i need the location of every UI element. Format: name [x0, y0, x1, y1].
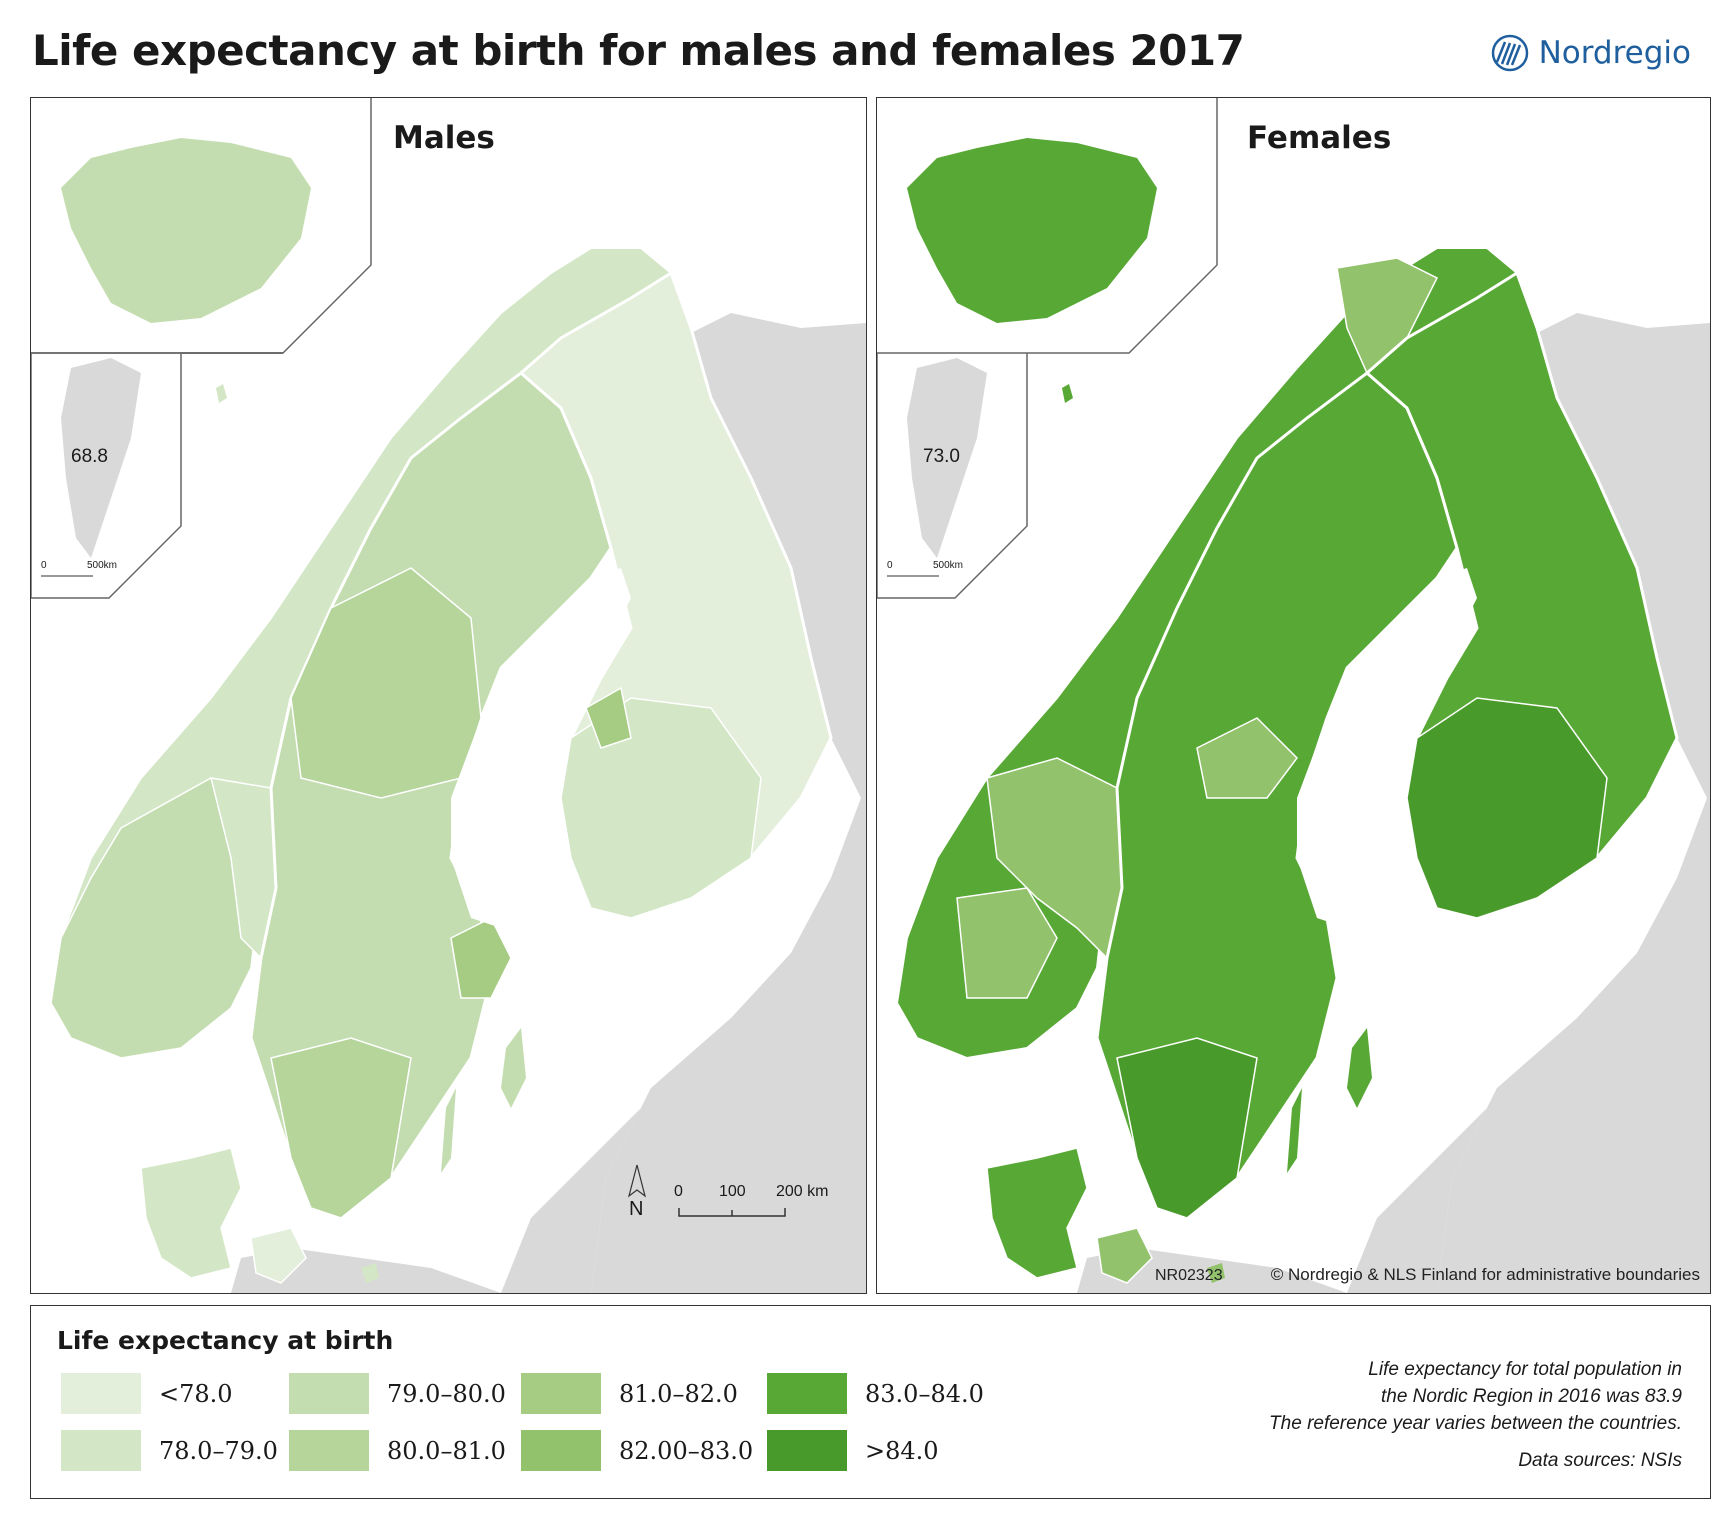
- legend-label: 81.0–82.0: [619, 1379, 738, 1408]
- denmark-jutland: [986, 1147, 1088, 1279]
- greenland-shape: [907, 358, 987, 558]
- greenland-inset-frame: [877, 353, 1028, 599]
- map-credit: © Nordregio & NLS Finland for administra…: [1270, 1265, 1700, 1284]
- russia-land: [1437, 313, 1710, 1293]
- legend-title: Life expectancy at birth: [57, 1326, 394, 1355]
- greenland-females-value: 73.0: [923, 446, 960, 467]
- finland-south-region: [1406, 697, 1608, 919]
- legend-label: >84.0: [865, 1436, 939, 1465]
- jamtland-region: [1196, 717, 1298, 799]
- baltic-land: [1347, 1088, 1517, 1293]
- legend-item-78-79: 78.0–79.0: [61, 1430, 278, 1471]
- finland-south-region: [560, 697, 762, 919]
- sweden-south-region: [270, 1037, 412, 1219]
- greenland-inset-frame: [31, 353, 182, 599]
- legend-item-81-82: 81.0–82.0: [521, 1373, 738, 1414]
- note-line-3: The reference year varies between the co…: [1269, 1413, 1682, 1434]
- nordregio-logo-icon: [1491, 34, 1528, 72]
- legend-swatch: [767, 1430, 847, 1471]
- greenland-scale-zero: 0: [887, 560, 893, 571]
- legend-label: 78.0–79.0: [159, 1436, 278, 1465]
- gotland-island: [1347, 1028, 1372, 1108]
- faroe-islands: [216, 384, 227, 403]
- gotland-island: [501, 1028, 526, 1108]
- legend-label: 80.0–81.0: [387, 1436, 506, 1465]
- sweden-south-region: [1116, 1037, 1258, 1219]
- faroe-islands: [1062, 384, 1073, 403]
- iceland-shape: [61, 138, 311, 323]
- greenland-shape: [61, 358, 141, 558]
- legend-item-lt78: <78.0: [61, 1373, 233, 1414]
- legend-item-83-84: 83.0–84.0: [767, 1373, 984, 1414]
- legend-label: <78.0: [159, 1379, 233, 1408]
- inset-frame: [877, 98, 1218, 354]
- legend-swatch: [521, 1430, 601, 1471]
- legend-swatch: [61, 1430, 141, 1471]
- map-title: Life expectancy at birth for males and f…: [32, 26, 1245, 75]
- legend-label: 79.0–80.0: [387, 1379, 506, 1408]
- legend-swatch: [289, 1430, 369, 1471]
- males-title: Males: [393, 120, 495, 156]
- denmark-jutland: [140, 1147, 242, 1279]
- greenland-scale-zero: 0: [41, 560, 47, 571]
- legend-swatch: [61, 1373, 141, 1414]
- legend-item-79-80: 79.0–80.0: [289, 1373, 506, 1414]
- north-label: N: [629, 1198, 644, 1220]
- scale-label-0: 0: [674, 1183, 683, 1200]
- note-line-2: the Nordic Region in 2016 was 83.9: [1380, 1386, 1682, 1407]
- legend-swatch: [289, 1373, 369, 1414]
- norway-southwest-region: [956, 887, 1058, 999]
- denmark-zealand: [1096, 1227, 1153, 1284]
- bornholm-island: [1207, 1263, 1225, 1283]
- legend-item-gt84: >84.0: [767, 1430, 939, 1471]
- legend-label: 82.00–83.0: [619, 1436, 754, 1465]
- legend-swatch: [521, 1373, 601, 1414]
- nordregio-logo: Nordregio: [1491, 34, 1691, 72]
- north-arrow-icon: [627, 1164, 647, 1198]
- greenland-scale-max: 500km: [933, 560, 964, 571]
- iceland-shape: [907, 138, 1157, 323]
- males-map-panel: Males 68.8 0 500km N 0 100 200 km: [30, 97, 867, 1294]
- oland-island: [441, 1088, 456, 1173]
- note-line-1: Life expectancy for total population in: [1368, 1359, 1682, 1380]
- baltic-land: [501, 1088, 671, 1293]
- map-code: NR02323: [1155, 1267, 1223, 1284]
- oland-island: [1287, 1088, 1302, 1173]
- legend-item-82-83: 82.00–83.0: [521, 1430, 753, 1471]
- scale-label-200: 200 km: [776, 1183, 829, 1200]
- legend: Life expectancy at birth <78.0 78.0–79.0…: [30, 1305, 1711, 1499]
- inset-frame: [31, 98, 372, 354]
- logo-text: Nordregio: [1538, 35, 1691, 71]
- legend-swatch: [767, 1373, 847, 1414]
- ostrobothnia-region: [585, 686, 632, 749]
- legend-label: 83.0–84.0: [865, 1379, 984, 1408]
- gulf-of-bothnia: [451, 568, 631, 928]
- gulf-of-bothnia: [1297, 568, 1477, 928]
- females-map: [877, 98, 1710, 1293]
- greenland-males-value: 68.8: [71, 446, 108, 467]
- males-map: [31, 98, 866, 1293]
- legend-item-80-81: 80.0–81.0: [289, 1430, 506, 1471]
- russia-land: [591, 313, 866, 1293]
- note-sources: Data sources: NSIs: [1518, 1450, 1682, 1471]
- females-map-panel: Females 73.0 0 500km NR02323 © Nordregio…: [876, 97, 1711, 1294]
- bornholm-island: [361, 1263, 379, 1283]
- scale-label-100: 100: [719, 1183, 746, 1200]
- females-title: Females: [1247, 120, 1392, 156]
- denmark-zealand: [250, 1227, 307, 1284]
- greenland-scale-max: 500km: [87, 560, 118, 571]
